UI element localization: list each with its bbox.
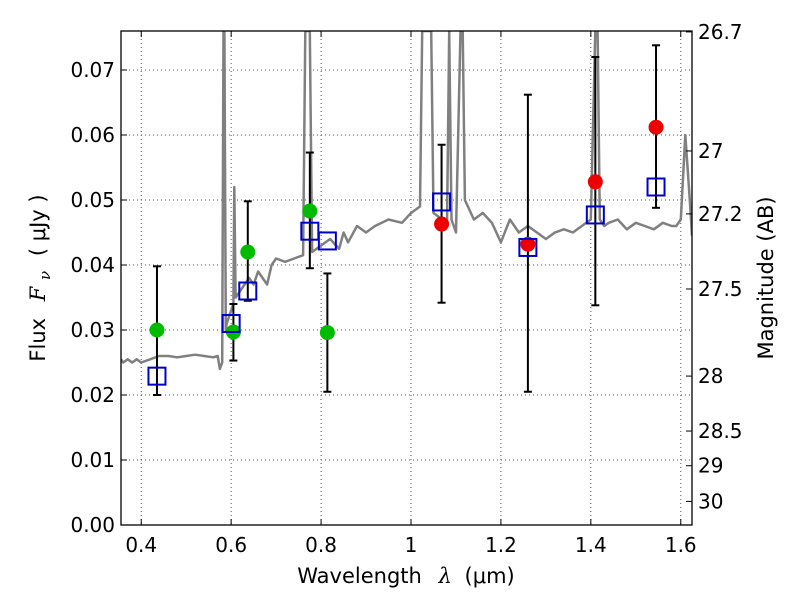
model-square bbox=[432, 192, 452, 212]
x-tick-label: 1.2 bbox=[485, 533, 517, 557]
y-axis-label: Flux F ν ( μJy ) bbox=[26, 194, 55, 361]
x-axis-label-main: Wavelength bbox=[297, 564, 422, 588]
model-square bbox=[238, 281, 258, 301]
y-tick-label: 0.01 bbox=[70, 448, 115, 472]
green-point bbox=[149, 322, 165, 338]
x-tick-label: 1 bbox=[405, 533, 418, 557]
red-point bbox=[648, 119, 664, 135]
sed-template-line bbox=[121, 31, 692, 371]
x-axis-label: Wavelength λ (μm) bbox=[297, 564, 514, 588]
y-axis-label-unit: ( μJy ) bbox=[26, 194, 50, 256]
x-axis-label-symbol: λ bbox=[438, 564, 452, 588]
y-tick-label: 0.04 bbox=[70, 253, 115, 277]
sed-template-layer bbox=[121, 31, 692, 371]
x-axis-label-unit: (μm) bbox=[465, 564, 515, 588]
model-square bbox=[300, 221, 320, 241]
plot-frame bbox=[120, 30, 693, 526]
x-tick-label: 1.4 bbox=[575, 533, 607, 557]
right-axis-tick-label: 27.2 bbox=[698, 202, 743, 226]
red-point bbox=[520, 236, 536, 252]
green-point bbox=[302, 203, 318, 219]
x-axis-ticks: 0.4 0.6 0.8 1 1.2 1.4 1.6 bbox=[125, 31, 697, 557]
photometry-points bbox=[149, 119, 664, 341]
model-squares bbox=[147, 177, 666, 386]
green-point bbox=[319, 325, 335, 341]
model-square bbox=[585, 205, 605, 225]
model-square bbox=[646, 177, 666, 197]
plot-area bbox=[120, 30, 693, 526]
right-axis-ticks: 26.7 27 27.2 27.5 28 28.5 29 30 bbox=[686, 20, 743, 513]
x-tick-label: 1.6 bbox=[665, 533, 697, 557]
y-axis-label-symbol: F bbox=[26, 285, 50, 302]
y-axis-label-main: Flux bbox=[26, 318, 50, 362]
y-tick-label: 0.00 bbox=[70, 513, 115, 537]
x-tick-label: 0.8 bbox=[305, 533, 337, 557]
y-axis-ticks: 0.00 0.01 0.02 0.03 0.04 0.05 0.06 0.07 bbox=[70, 58, 127, 537]
right-axis-tick-label: 28 bbox=[698, 364, 723, 388]
right-axis-tick-label: 30 bbox=[698, 489, 723, 513]
model-square bbox=[147, 366, 167, 386]
model-square bbox=[317, 231, 337, 251]
y-tick-label: 0.03 bbox=[70, 318, 115, 342]
x-tick-label: 0.6 bbox=[215, 533, 247, 557]
right-axis-tick-label: 28.5 bbox=[698, 419, 743, 443]
plot-background bbox=[121, 31, 692, 525]
right-axis-tick-label: 27 bbox=[698, 139, 723, 163]
y-tick-label: 0.06 bbox=[70, 123, 115, 147]
y-tick-label: 0.05 bbox=[70, 188, 115, 212]
x-tick-label: 0.4 bbox=[125, 533, 157, 557]
model-square bbox=[221, 314, 241, 333]
red-point bbox=[434, 216, 450, 232]
red-point bbox=[587, 174, 603, 190]
right-axis-tick-label: 27.5 bbox=[698, 277, 743, 301]
model-square bbox=[518, 237, 538, 257]
green-point bbox=[240, 244, 256, 260]
y-axis-label-subscript: ν bbox=[36, 271, 54, 280]
right-axis-label: Magnitude (AB) bbox=[754, 196, 778, 359]
y-tick-label: 0.02 bbox=[70, 383, 115, 407]
right-axis-tick-label: 29 bbox=[698, 454, 723, 478]
y-tick-label: 0.07 bbox=[70, 58, 115, 82]
right-axis-tick-label: 26.7 bbox=[698, 20, 743, 44]
